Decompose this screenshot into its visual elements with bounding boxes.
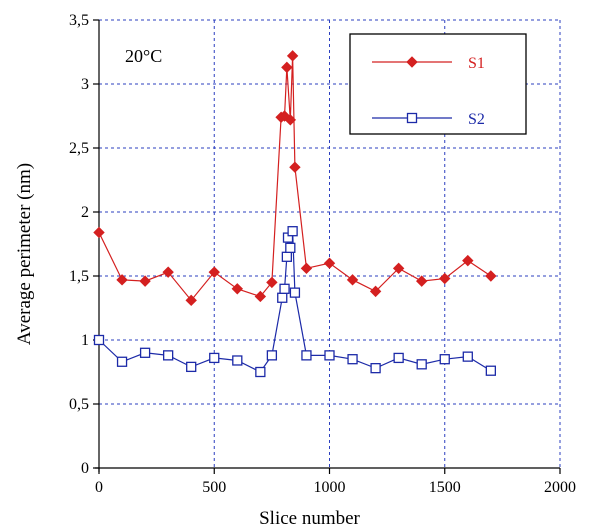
data-point-s2	[277, 292, 288, 303]
data-point-s2	[289, 287, 301, 298]
y-tick-label: 1,5	[69, 268, 89, 285]
data-point-s2	[324, 350, 335, 361]
data-point-s1	[162, 266, 174, 278]
y-tick-label: 0,5	[69, 396, 89, 413]
legend-label: S1	[468, 55, 485, 72]
legend-marker	[406, 112, 418, 124]
data-point-s1	[231, 283, 244, 295]
data-point-s1	[462, 254, 474, 267]
y-tick-label: 3,5	[69, 12, 89, 29]
series-line-s1	[98, 55, 492, 302]
data-point-s1	[254, 290, 267, 303]
data-point-s1	[208, 266, 220, 278]
data-point-s2	[281, 251, 293, 262]
y-axis-label: Average perimeter (nm)	[14, 163, 35, 345]
x-axis-label: Slice number	[259, 508, 360, 529]
legend: S1 S2	[349, 33, 527, 135]
data-point-s1	[323, 257, 336, 269]
data-point-s2	[416, 359, 427, 370]
series-layer	[93, 50, 497, 378]
legend-entry-s1: S1	[372, 55, 485, 72]
grid-lines	[99, 19, 561, 468]
data-point-s1	[485, 270, 497, 282]
data-point-s1	[93, 226, 105, 239]
data-point-s1	[116, 274, 128, 286]
y-tick-label: 2,5	[69, 140, 89, 157]
data-point-s2	[462, 351, 473, 362]
data-point-s1	[281, 61, 293, 74]
data-point-s2	[232, 355, 243, 366]
data-point-s1	[139, 275, 151, 287]
series-s1	[93, 50, 497, 307]
data-point-s2	[485, 365, 497, 376]
series-s2	[93, 226, 497, 378]
legend-label: S2	[468, 111, 485, 128]
data-point-s1	[286, 50, 299, 62]
data-point-s2	[209, 352, 220, 364]
data-point-s2	[139, 347, 151, 358]
data-point-s2	[266, 350, 278, 361]
data-point-s2	[347, 354, 358, 365]
data-point-s1	[300, 262, 313, 275]
data-point-s2	[162, 350, 174, 361]
data-point-s2	[301, 350, 312, 361]
data-point-s2	[255, 366, 266, 378]
data-point-s1	[439, 272, 451, 285]
y-tick-label: 2	[81, 204, 89, 221]
data-point-s2	[439, 354, 450, 365]
x-tick-label: 1000	[314, 479, 346, 496]
data-point-s1	[289, 161, 301, 173]
data-point-s2	[279, 283, 290, 294]
data-point-s2	[393, 352, 404, 364]
data-point-s1	[369, 285, 382, 298]
x-tick-label: 2000	[544, 479, 576, 496]
y-tick-label: 1	[81, 332, 89, 349]
data-point-s2	[186, 361, 197, 373]
x-tick-label: 1500	[429, 479, 461, 496]
x-tick-label: 500	[202, 479, 226, 496]
data-point-s1	[415, 275, 428, 287]
data-point-s2	[116, 356, 128, 367]
y-tick-label: 0	[81, 460, 89, 477]
axes: 0 0,5 1 1,5 2 2,5 3 3,5 0 500 1000 1500 2000	[69, 12, 576, 496]
data-point-s1	[266, 276, 278, 289]
legend-box	[349, 33, 527, 135]
legend-marker	[406, 56, 418, 68]
temperature-annotation: 20°C	[125, 46, 162, 66]
data-point-s2	[93, 334, 105, 346]
data-point-s2	[370, 363, 381, 374]
x-tick-label: 0	[95, 479, 103, 496]
legend-entry-s2: S2	[372, 111, 485, 128]
data-point-s1	[346, 274, 359, 286]
data-point-s1	[185, 294, 197, 307]
data-point-s2	[287, 226, 298, 237]
data-point-s1	[284, 114, 297, 126]
y-tick-label: 3	[81, 76, 89, 93]
data-point-s2	[285, 242, 296, 253]
data-point-s1	[392, 262, 405, 275]
